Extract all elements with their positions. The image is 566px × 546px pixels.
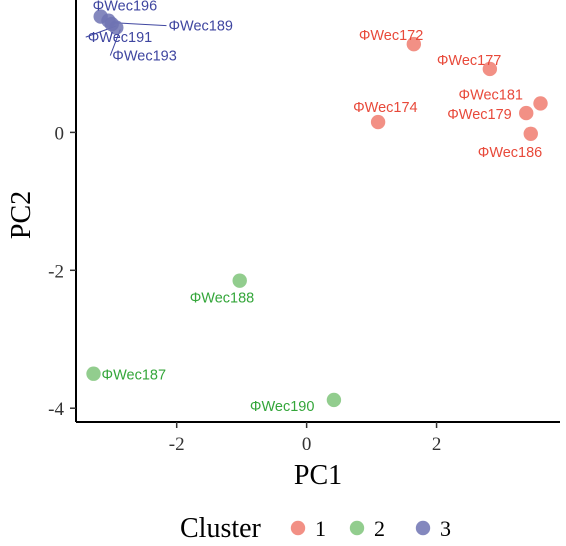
legend-swatch — [290, 520, 306, 536]
data-label: ΦWec196 — [93, 0, 158, 15]
data-points — [86, 9, 548, 408]
x-tick-label: -2 — [169, 434, 185, 455]
y-tick-label: 0 — [55, 123, 65, 144]
legend-swatch — [349, 520, 365, 536]
x-axis-title: PC1 — [294, 460, 342, 491]
data-point — [519, 105, 534, 121]
data-label: ΦWec174 — [353, 100, 418, 116]
legend-label: 3 — [440, 516, 451, 541]
axis-ticks: -2 0 2 0 -2 -4 — [48, 123, 441, 455]
data-point — [406, 36, 422, 52]
data-point — [326, 392, 342, 408]
y-axis-title: PC2 — [6, 191, 37, 239]
data-label: ΦWec188 — [190, 291, 255, 307]
data-point — [232, 273, 247, 288]
legend-label: 2 — [374, 516, 385, 541]
legend-label: 1 — [315, 516, 326, 541]
x-tick-label: 0 — [302, 434, 312, 455]
y-tick-label: -2 — [48, 261, 64, 282]
data-labels: ΦWec172 ΦWec177 ΦWec181 ΦWec174 ΦWec179 ΦWec1… — [88, 0, 543, 415]
data-point — [109, 20, 124, 35]
data-label: ΦWec187 — [102, 368, 167, 384]
data-label: ΦWec189 — [168, 19, 233, 35]
data-point — [482, 61, 498, 77]
data-label: ΦWec181 — [459, 87, 524, 103]
data-label: ΦWec186 — [478, 145, 543, 161]
data-point — [370, 114, 386, 130]
data-label: ΦWec193 — [112, 49, 177, 65]
x-tick-label: 2 — [432, 434, 442, 455]
data-label: ΦWec179 — [447, 107, 512, 123]
data-label: ΦWec191 — [88, 30, 152, 46]
data-point — [86, 366, 101, 381]
legend-title: Cluster — [180, 513, 262, 544]
data-point — [533, 96, 548, 111]
legend: Cluster 1 2 3 — [180, 513, 451, 544]
data-point — [523, 126, 538, 141]
legend-swatch — [415, 520, 431, 536]
data-label: ΦWec177 — [437, 53, 502, 69]
data-label: ΦWec172 — [359, 28, 424, 44]
data-label: ΦWec190 — [250, 399, 315, 415]
y-tick-label: -4 — [48, 399, 64, 420]
axes — [75, 0, 560, 423]
